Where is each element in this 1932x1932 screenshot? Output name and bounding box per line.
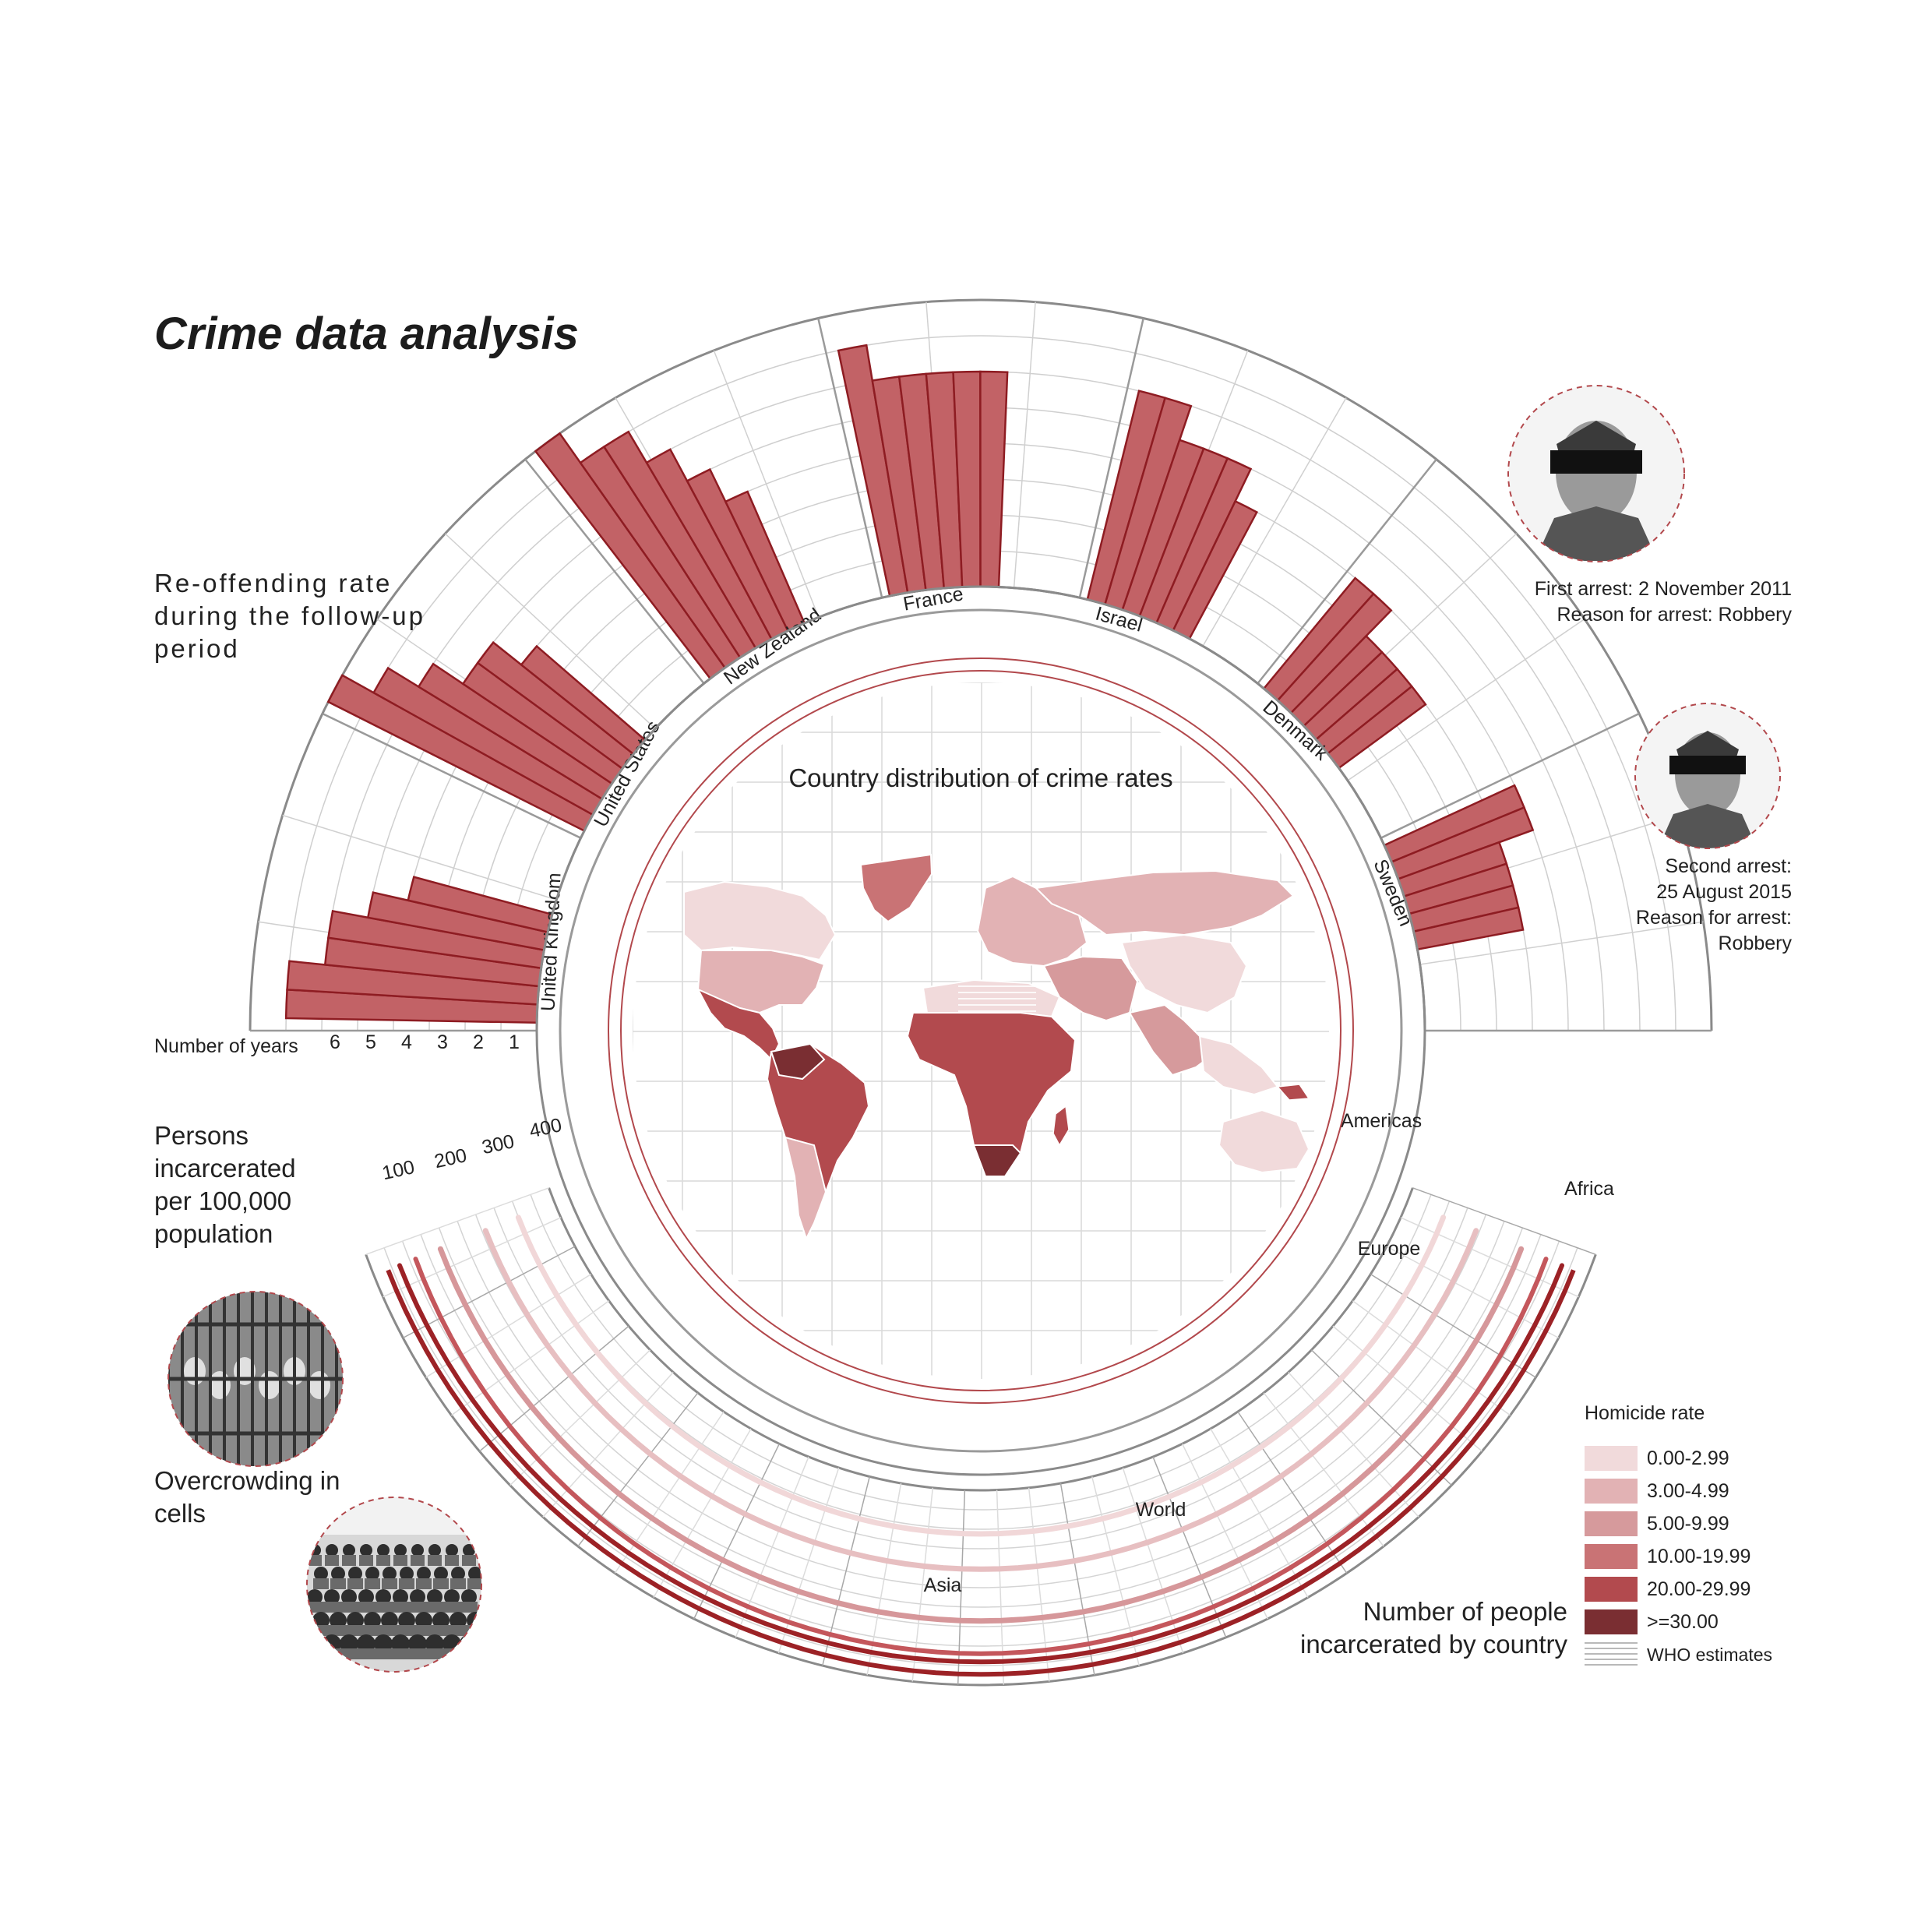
crowd-photo	[306, 1497, 482, 1673]
reoffending-label: Re-offending rate during the follow-up p…	[154, 569, 426, 663]
arrest-2-reason-label: Reason for arrest:	[1635, 907, 1792, 929]
legend-label: 3.00-4.99	[1647, 1479, 1729, 1502]
legend-label: >=30.00	[1647, 1610, 1719, 1633]
europe	[976, 875, 1088, 968]
legend-row: 5.00-9.99	[1585, 1507, 1818, 1540]
china	[1120, 933, 1248, 1014]
legend-swatch	[1585, 1479, 1638, 1504]
series-label: World	[1136, 1499, 1186, 1521]
arrest-1-info: First arrest: 2 November 2011 Reason for…	[1465, 576, 1792, 628]
incarceration-line	[386, 1269, 1576, 1677]
arrest-2-title: Second arrest:	[1665, 855, 1792, 877]
years-tick: 4	[401, 1031, 412, 1053]
series-label: Africa	[1564, 1178, 1614, 1200]
legend-swatch	[1585, 1544, 1638, 1569]
prison-cell-photo	[167, 1291, 344, 1467]
mugshot-1	[1507, 385, 1685, 562]
venezuela	[770, 1042, 826, 1081]
legend-swatch-hatch	[1585, 1642, 1638, 1667]
map-ring-red	[608, 658, 1354, 1404]
legend-label: 10.00-19.99	[1647, 1545, 1751, 1567]
overcrowding-label: Overcrowding in cells	[154, 1466, 340, 1528]
legend-label: WHO estimates	[1647, 1644, 1773, 1665]
legend-row: 0.00-2.99	[1585, 1442, 1818, 1475]
legend-swatch	[1585, 1446, 1638, 1471]
incarcerated-label: Persons incarcerated per 100,000 populat…	[154, 1121, 296, 1248]
legend-swatch	[1585, 1511, 1638, 1536]
legend-label: 20.00-29.99	[1647, 1578, 1751, 1600]
map-title: Country distribution of crime rates	[788, 763, 1172, 792]
number-incarcerated-label: Number of people incarcerated by country	[1299, 1597, 1567, 1659]
incarceration-line	[437, 1246, 1525, 1624]
new-guinea	[1276, 1084, 1310, 1101]
southern-cone	[784, 1136, 827, 1241]
legend-title: Homicide rate	[1585, 1402, 1705, 1424]
series-label: Asia	[924, 1574, 962, 1596]
scale-tick: 300	[480, 1130, 516, 1158]
incarceration-line	[413, 1257, 1549, 1656]
scale-tick: 200	[432, 1144, 469, 1172]
legend-swatch	[1585, 1577, 1638, 1602]
incarceration-lines	[386, 1215, 1576, 1677]
who-hatch-africa	[958, 983, 1036, 1014]
australia	[1218, 1109, 1310, 1174]
years-tick: 3	[437, 1031, 448, 1053]
map-ring-red-inner	[620, 670, 1341, 1391]
incarceration-line	[515, 1215, 1447, 1537]
greenland	[859, 853, 933, 923]
incarceration-line	[397, 1263, 1564, 1665]
legend-label: 5.00-9.99	[1647, 1512, 1729, 1535]
legend-row: 20.00-29.99	[1585, 1573, 1818, 1606]
years-tick: 6	[330, 1031, 340, 1053]
legend-label: 0.00-2.99	[1647, 1447, 1729, 1469]
years-tick: 5	[365, 1031, 376, 1053]
legend-row: >=30.00	[1585, 1606, 1818, 1638]
years-label: Number of years	[154, 1035, 298, 1057]
years-tick: 2	[473, 1031, 484, 1053]
arrest-2-info: Second arrest: 25 August 2015 Reason for…	[1465, 854, 1792, 957]
legend-row: 3.00-4.99	[1585, 1475, 1818, 1507]
arrest-1-date: First arrest: 2 November 2011	[1534, 578, 1792, 600]
arrest-2-reason: Robbery	[1718, 933, 1793, 954]
south-africa	[972, 1144, 1022, 1177]
scale-tick: 100	[380, 1156, 417, 1184]
homicide-legend: Homicide rate 0.00-2.99 3.00-4.99 5.00-9.9…	[1585, 1402, 1818, 1671]
arrest-2-date: 25 August 2015	[1656, 881, 1792, 903]
map-outer-ring	[559, 608, 1403, 1453]
madagascar	[1052, 1105, 1070, 1147]
legend-swatch	[1585, 1609, 1638, 1634]
series-label: Americas	[1341, 1110, 1422, 1132]
legend-row-who: WHO estimates	[1585, 1638, 1818, 1671]
page-title: Crime data analysis	[154, 308, 579, 359]
southeast-asia	[1198, 1035, 1279, 1096]
series-label: Europe	[1358, 1238, 1421, 1260]
years-tick: 1	[509, 1031, 520, 1053]
mugshot-2	[1634, 703, 1781, 849]
arrest-1-reason: Reason for arrest: Robbery	[1557, 604, 1792, 626]
reoffending-bar	[979, 370, 1009, 588]
world-map	[633, 682, 1329, 1379]
incarceration-line	[482, 1228, 1479, 1572]
russia	[1034, 869, 1295, 936]
legend-row: 10.00-19.99	[1585, 1540, 1818, 1573]
